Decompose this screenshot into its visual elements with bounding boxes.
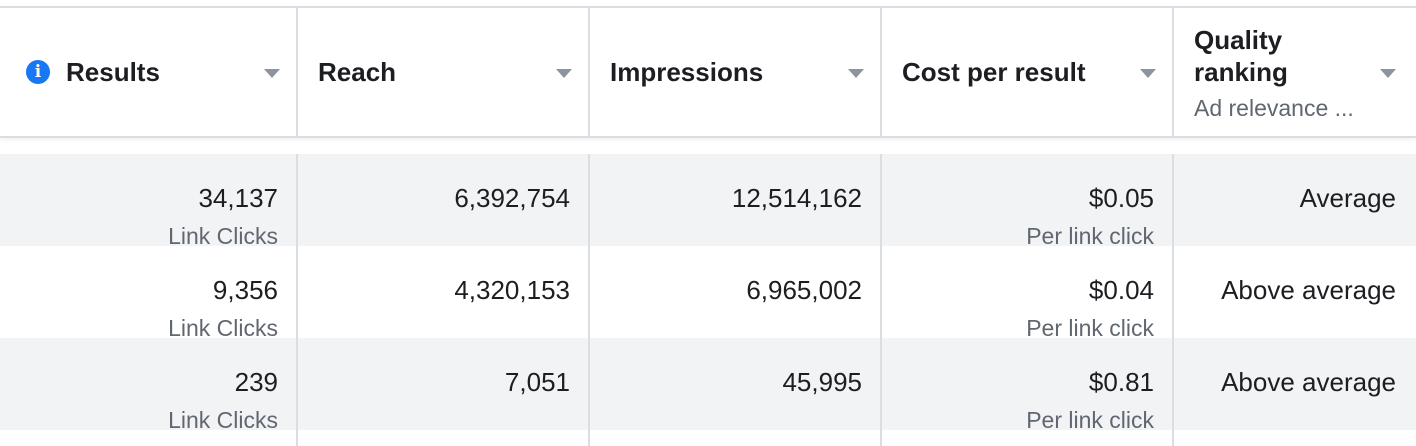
cell-cost: $0.81 Per link click xyxy=(882,338,1174,433)
column-label-quality-line2: ranking xyxy=(1194,57,1288,87)
cost-unit: Per link click xyxy=(1026,223,1154,249)
column-header-quality-ranking[interactable]: Quality ranking Ad relevance ... xyxy=(1174,8,1416,136)
sort-caret-icon[interactable] xyxy=(848,69,864,78)
table-row[interactable]: 239 Link Clicks 7,051 45,995 $0.81 Per l… xyxy=(0,338,1416,433)
impressions-value: 6,965,002 xyxy=(746,275,862,305)
cell-cost xyxy=(882,430,1174,446)
cost-value: $0.04 xyxy=(1088,275,1154,305)
results-unit: Link Clicks xyxy=(168,407,278,433)
column-header-results[interactable]: i Results xyxy=(0,8,298,136)
cell-cost: $0.04 Per link click xyxy=(882,246,1174,341)
results-unit: Link Clicks xyxy=(168,315,278,341)
column-label-impressions: Impressions xyxy=(610,57,764,87)
cost-unit: Per link click xyxy=(1026,315,1154,341)
column-label-results: Results xyxy=(66,57,160,87)
cell-quality: Above average xyxy=(1174,338,1416,430)
cell-quality: Average xyxy=(1174,154,1416,246)
cost-value: $0.05 xyxy=(1088,183,1154,213)
quality-value: Above average xyxy=(1221,275,1396,305)
results-value: 239 xyxy=(234,367,278,397)
cell-results: 9,356 Link Clicks xyxy=(0,246,298,341)
column-sublabel-ad-relevance: Ad relevance ... xyxy=(1194,95,1354,121)
quality-value: Above average xyxy=(1221,367,1396,397)
results-value: 9,356 xyxy=(212,275,278,305)
quality-value: Average xyxy=(1299,183,1396,213)
cell-impressions xyxy=(590,430,882,446)
cell-reach: 4,320,153 xyxy=(298,246,590,338)
cell-quality: Above average xyxy=(1174,246,1416,338)
table-row-partial[interactable] xyxy=(0,430,1416,446)
table-body: 34,137 Link Clicks 6,392,754 12,514,162 … xyxy=(0,138,1416,446)
cell-quality xyxy=(1174,430,1416,446)
results-value: 34,137 xyxy=(198,183,278,213)
cell-impressions: 45,995 xyxy=(590,338,882,430)
cell-cost: $0.05 Per link click xyxy=(882,154,1174,249)
sort-caret-icon[interactable] xyxy=(1380,69,1396,78)
column-header-impressions[interactable]: Impressions xyxy=(590,8,882,136)
table-header: i Results Reach Impressions Cost per res… xyxy=(0,8,1416,138)
reach-value: 7,051 xyxy=(504,367,570,397)
cell-results xyxy=(0,430,298,446)
cell-results: 34,137 Link Clicks xyxy=(0,154,298,249)
column-label-quality-line1: Quality xyxy=(1194,25,1283,55)
reach-value: 6,392,754 xyxy=(454,183,570,213)
sort-caret-icon[interactable] xyxy=(1140,69,1156,78)
column-header-cost-per-result[interactable]: Cost per result xyxy=(882,8,1174,136)
impressions-value: 12,514,162 xyxy=(731,183,862,213)
impressions-value: 45,995 xyxy=(782,367,862,397)
cell-reach: 6,392,754 xyxy=(298,154,590,246)
cell-reach xyxy=(298,430,590,446)
column-label-reach: Reach xyxy=(318,57,397,87)
cell-results: 239 Link Clicks xyxy=(0,338,298,433)
table-row[interactable]: 34,137 Link Clicks 6,392,754 12,514,162 … xyxy=(0,154,1416,249)
cost-unit: Per link click xyxy=(1026,407,1154,433)
reach-value: 4,320,153 xyxy=(454,275,570,305)
sort-caret-icon[interactable] xyxy=(264,69,280,78)
column-label-cost-per-result: Cost per result xyxy=(902,57,1086,87)
sort-caret-icon[interactable] xyxy=(556,69,572,78)
table-row[interactable]: 9,356 Link Clicks 4,320,153 6,965,002 $0… xyxy=(0,246,1416,341)
results-unit: Link Clicks xyxy=(168,223,278,249)
ads-results-table: i Results Reach Impressions Cost per res… xyxy=(0,6,1416,446)
cell-impressions: 6,965,002 xyxy=(590,246,882,338)
column-header-reach[interactable]: Reach xyxy=(298,8,590,136)
cost-value: $0.81 xyxy=(1088,367,1154,397)
cell-impressions: 12,514,162 xyxy=(590,154,882,246)
info-icon[interactable]: i xyxy=(26,60,50,84)
cell-reach: 7,051 xyxy=(298,338,590,430)
